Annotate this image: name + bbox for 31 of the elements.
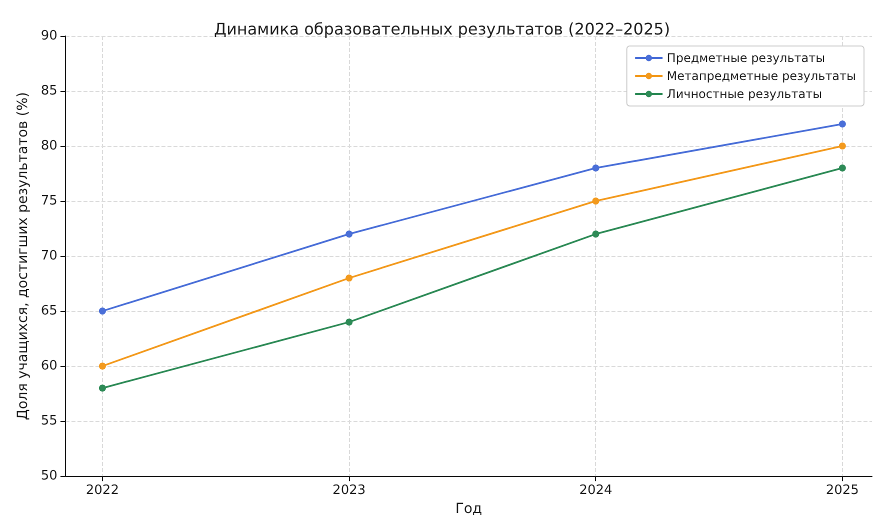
point bbox=[98, 384, 106, 392]
x-axis-title: Год bbox=[455, 501, 482, 517]
legend-label: Метапредметные результаты bbox=[666, 69, 856, 83]
y-tick-label: 50 bbox=[40, 468, 58, 484]
y-tick-label: 85 bbox=[40, 84, 58, 99]
y-tick-label: 75 bbox=[40, 194, 58, 209]
x-tick-label: 2024 bbox=[579, 483, 612, 498]
point bbox=[838, 142, 846, 150]
point bbox=[346, 274, 353, 282]
point bbox=[98, 308, 106, 315]
y-tick-label: 70 bbox=[40, 248, 58, 264]
y-tick-label: 60 bbox=[40, 358, 58, 374]
x-tick-label: 2023 bbox=[332, 483, 366, 498]
y-axis-title: Доля учащихся, достигших результатов (%) bbox=[15, 92, 31, 420]
point bbox=[346, 230, 353, 238]
y-tick-label: 55 bbox=[40, 414, 58, 429]
legend-label: Личностные результаты bbox=[666, 87, 822, 101]
point bbox=[838, 164, 846, 172]
x-tick-label: 2022 bbox=[86, 483, 119, 498]
point bbox=[592, 164, 600, 172]
point bbox=[98, 362, 106, 370]
y-tick-label: 65 bbox=[40, 304, 58, 319]
point bbox=[346, 318, 353, 326]
y-tick-label: 80 bbox=[40, 138, 58, 154]
point bbox=[838, 120, 846, 128]
y-tick-label: 90 bbox=[40, 28, 58, 44]
point bbox=[592, 198, 600, 205]
chart-title: Динамика образовательных результатов (2022–2025) bbox=[214, 20, 670, 38]
x-tick-label: 2025 bbox=[826, 483, 859, 498]
point bbox=[592, 230, 600, 238]
legend-label: Предметные результаты bbox=[666, 51, 826, 65]
